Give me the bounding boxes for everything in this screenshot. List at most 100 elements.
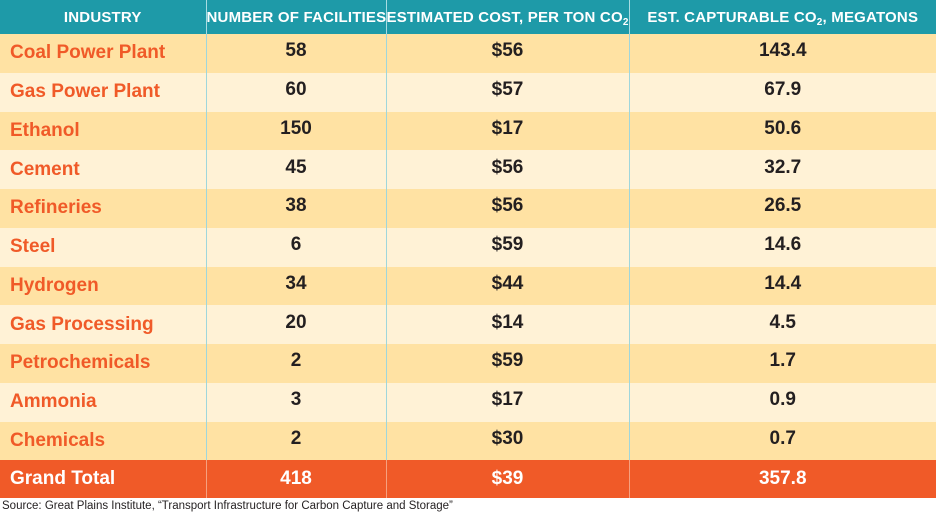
- industry-cell: Refineries: [0, 189, 207, 228]
- captureable-value: 50.6: [764, 117, 802, 139]
- cost-value: $14: [491, 311, 524, 333]
- total-industry-cell: Grand Total: [0, 460, 207, 499]
- table-header: INDUSTRY NUMBER OF FACILITIES ESTIMATED CO…: [0, 0, 936, 34]
- captureable-cell: 143.4: [629, 34, 936, 73]
- header-captureable: EST. CAPTURABLE CO2, MEGATONS: [629, 0, 936, 34]
- cost-cell: $30: [386, 421, 630, 461]
- cost-value: $56: [491, 195, 524, 217]
- facilities-value: 45: [285, 156, 307, 178]
- industry-value: Steel: [10, 236, 56, 258]
- facilities-value: 2: [290, 350, 302, 372]
- facilities-value: 6: [290, 234, 302, 256]
- table-row: Hydrogen 34 $44 14.4: [0, 266, 936, 306]
- cost-value: $17: [491, 117, 524, 139]
- facilities-cell: 2: [206, 421, 387, 461]
- facilities-cell: 38: [206, 189, 387, 228]
- table-row: Refineries 38 $56 26.5: [0, 189, 936, 228]
- industry-cell: Gas Processing: [0, 305, 207, 344]
- industry-value: Refineries: [10, 197, 102, 219]
- header-cost-subscript: 2: [622, 16, 629, 28]
- table-row: Chemicals 2 $30 0.7: [0, 421, 936, 461]
- facilities-cell: 3: [206, 382, 387, 422]
- facilities-value: 2: [290, 427, 302, 449]
- header-facilities: NUMBER OF FACILITIES: [206, 0, 387, 34]
- industry-cell: Gas Power Plant: [0, 72, 207, 112]
- cost-cell: $14: [386, 305, 630, 344]
- industry-cell: Ammonia: [0, 382, 207, 422]
- table-row: Petrochemicals 2 $59 1.7: [0, 344, 936, 383]
- grand-total-row: Grand Total 418 $39 357.8: [0, 460, 936, 499]
- table-row: Ammonia 3 $17 0.9: [0, 382, 936, 422]
- header-industry: INDUSTRY: [0, 0, 207, 34]
- facilities-cell: 6: [206, 227, 387, 267]
- captureable-cell: 1.7: [629, 344, 936, 383]
- captureable-cell: 0.9: [629, 382, 936, 422]
- facilities-cell: 34: [206, 266, 387, 306]
- table-body: Coal Power Plant 58 $56 143.4 Gas Power Plan…: [0, 34, 936, 461]
- header-industry-label: INDUSTRY: [63, 8, 142, 26]
- captureable-cell: 32.7: [629, 150, 936, 189]
- industry-cell: Coal Power Plant: [0, 34, 207, 73]
- cost-value: $57: [491, 79, 524, 101]
- industry-value: Coal Power Plant: [10, 42, 166, 64]
- captureable-cell: 4.5: [629, 305, 936, 344]
- industry-value: Chemicals: [10, 429, 106, 451]
- cost-value: $56: [491, 40, 524, 62]
- captureable-cell: 67.9: [629, 72, 936, 112]
- source-note: Source: Great Plains Institute, “Transpo…: [2, 500, 453, 512]
- captureable-value: 1.7: [769, 350, 796, 372]
- industry-value: Cement: [10, 158, 80, 180]
- cost-cell: $17: [386, 111, 630, 151]
- industry-value: Petrochemicals: [10, 352, 151, 374]
- total-cost-cell: $39: [386, 460, 630, 499]
- cost-cell: $56: [386, 189, 630, 228]
- header-captureable-subscript: 2: [816, 16, 823, 28]
- header-captureable-label: EST. CAPTURABLE CO: [647, 8, 817, 26]
- captureable-cell: 26.5: [629, 189, 936, 228]
- table-footer: Grand Total 418 $39 357.8: [0, 460, 936, 499]
- table-row: Steel 6 $59 14.6: [0, 227, 936, 267]
- industry-value: Hydrogen: [10, 274, 99, 296]
- cost-cell: $59: [386, 344, 630, 383]
- facilities-cell: 58: [206, 34, 387, 73]
- table-row: Ethanol 150 $17 50.6: [0, 111, 936, 151]
- facilities-value: 3: [290, 389, 302, 411]
- table-row: Gas Processing 20 $14 4.5: [0, 305, 936, 344]
- industry-value: Gas Processing: [10, 313, 154, 335]
- header-row: INDUSTRY NUMBER OF FACILITIES ESTIMATED CO…: [0, 0, 936, 34]
- cost-value: $44: [491, 272, 524, 294]
- facilities-cell: 2: [206, 344, 387, 383]
- cost-cell: $59: [386, 227, 630, 267]
- cost-value: $30: [491, 427, 524, 449]
- captureable-value: 26.5: [764, 195, 802, 217]
- facilities-cell: 150: [206, 111, 387, 151]
- captureable-value: 143.4: [758, 40, 807, 62]
- captureable-cell: 14.6: [629, 227, 936, 267]
- captureable-value: 14.4: [764, 272, 802, 294]
- header-facilities-label: NUMBER OF FACILITIES: [206, 8, 387, 26]
- industry-cell: Petrochemicals: [0, 344, 207, 383]
- captureable-value: 32.7: [764, 156, 802, 178]
- header-captureable-suffix: , MEGATONS: [822, 8, 919, 26]
- facilities-value: 150: [280, 117, 312, 139]
- facilities-cell: 45: [206, 150, 387, 189]
- industry-value: Ammonia: [10, 391, 97, 413]
- header-cost-label: ESTIMATED COST, PER TON CO: [386, 8, 623, 26]
- data-table-container: INDUSTRY NUMBER OF FACILITIES ESTIMATED CO…: [0, 0, 936, 499]
- industry-value: Gas Power Plant: [10, 81, 160, 103]
- industry-cell: Chemicals: [0, 421, 207, 461]
- facilities-cell: 20: [206, 305, 387, 344]
- total-captureable-cell: 357.8: [629, 460, 936, 499]
- captureable-value: 0.7: [769, 427, 796, 449]
- table-row: Cement 45 $56 32.7: [0, 150, 936, 189]
- cost-cell: $44: [386, 266, 630, 306]
- captureable-value: 67.9: [764, 79, 802, 101]
- total-facilities-cell: 418: [206, 460, 387, 499]
- facilities-value: 38: [285, 195, 307, 217]
- cost-value: $59: [491, 350, 524, 372]
- facilities-value: 20: [285, 311, 307, 333]
- cost-cell: $57: [386, 72, 630, 112]
- cost-cell: $17: [386, 382, 630, 422]
- captureable-cell: 14.4: [629, 266, 936, 306]
- industry-cell: Steel: [0, 227, 207, 267]
